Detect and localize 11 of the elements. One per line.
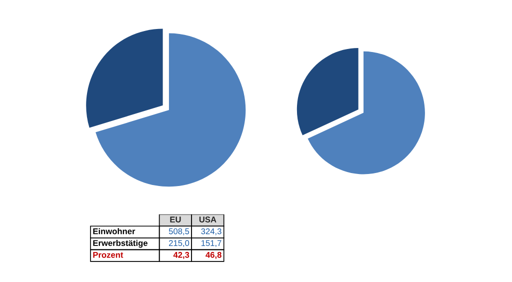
text: 324,3 [201,228,222,236]
text: 215,0 [169,240,190,248]
text: 46,8 [206,252,222,260]
text: Einwohner [93,228,136,234]
text: USA [199,216,216,222]
text: 151,7 [201,240,222,248]
text: Prozent [93,252,124,258]
text: 42,3 [173,252,190,260]
text: 508,5 [168,228,190,236]
text: Erwerbstätige [93,240,148,248]
text: EU [170,216,181,222]
